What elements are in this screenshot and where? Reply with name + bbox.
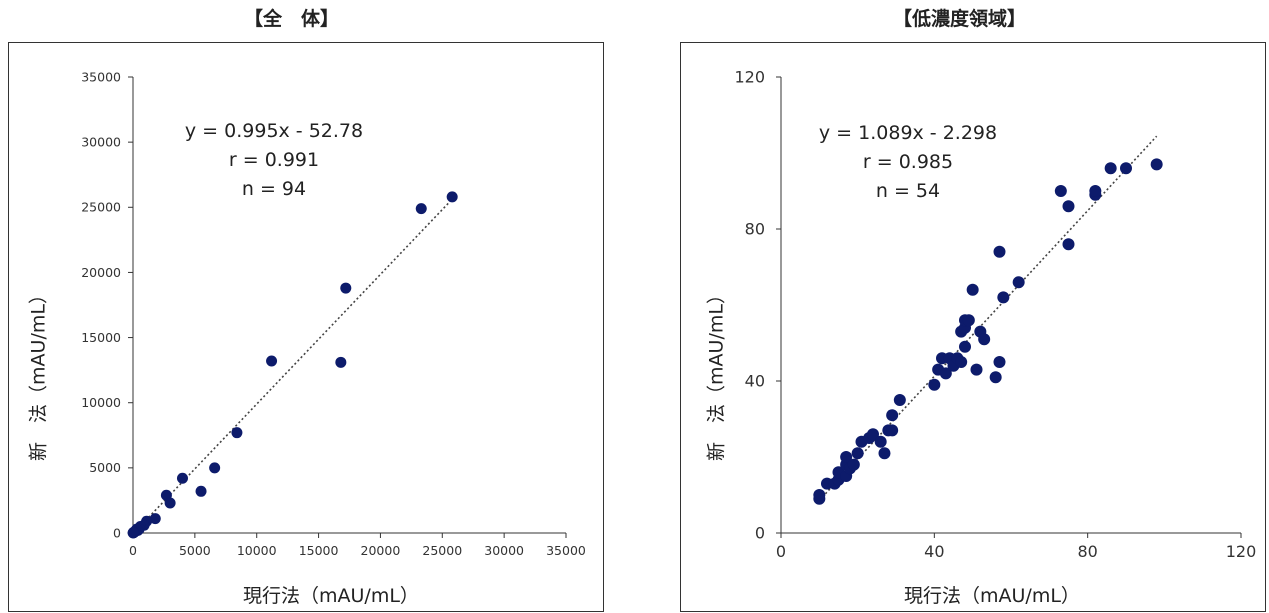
data-point [874,435,887,448]
regression-equation: y = 0.995x - 52.78 [184,120,364,142]
y-tick-label: 20000 [81,265,121,280]
data-point [928,378,941,391]
data-point [415,203,427,215]
y-tick-label: 40 [745,372,765,391]
regression-annotation-overall: y = 0.995x - 52.78 r = 0.991 n = 94 [159,117,389,204]
chart-panel-overall: 0 5000 10000 15000 20000 25000 30000 35000 0 5000… [8,42,604,612]
y-tick-label: 15000 [81,330,121,345]
x-tick-label: 120 [1226,542,1257,561]
y-tick-label: 5000 [89,460,121,475]
data-point [1054,185,1067,197]
scatter-plot-low-concentration: 0 40 80 120 0 40 80 120 [734,68,1257,561]
data-point [1062,238,1075,251]
data-point [1120,162,1132,175]
data-point [993,356,1006,368]
data-point [978,333,991,346]
x-tick-label: 0 [129,543,137,558]
y-tick-label: 80 [745,220,765,239]
data-point [970,363,983,376]
regression-annotation-low-concentration: y = 1.089x - 2.298 r = 0.985 n = 54 [793,119,1023,206]
data-point [989,371,1002,384]
data-point [164,497,176,509]
data-point [886,409,899,422]
y-tick-label: 0 [113,525,121,540]
data-point [209,462,221,474]
data-point [1104,162,1117,175]
data-point [149,513,161,525]
correlation-coefficient: r = 0.991 [228,149,320,171]
data-point [231,427,243,439]
data-point [813,489,826,501]
data-point [340,282,352,294]
data-point [886,424,899,437]
x-tick-label: 30000 [484,543,524,558]
x-tick-label: 80 [1077,542,1097,561]
regression-equation: y = 1.089x - 2.298 [818,122,998,144]
y-tick-label: 25000 [81,200,121,215]
chart-panel-low-concentration: 0 40 80 120 0 40 80 120 y = 1.089x - 2.298 r = … [680,42,1266,612]
data-point [1012,276,1025,289]
data-point [962,314,975,327]
x-tick-label: 35000 [546,543,586,558]
x-tick-label: 5000 [179,543,211,558]
data-point [851,447,864,460]
data-point [993,245,1006,258]
data-point [840,451,853,463]
data-point [1062,200,1075,213]
data-point [1089,185,1102,197]
correlation-coefficient: r = 0.985 [862,151,954,173]
data-point [335,356,347,368]
y-tick-label: 30000 [81,135,121,150]
sample-count: n = 94 [241,178,307,200]
data-point [195,485,207,497]
x-tick-label: 20000 [361,543,401,558]
data-point [127,527,139,539]
data-point [939,367,952,380]
x-tick-label: 0 [776,542,786,561]
y-axis-label-overall: 新 法（mAU/mL） [27,285,50,461]
data-point [266,355,278,367]
scatter-plot-overall: 0 5000 10000 15000 20000 25000 30000 35000 0 5000… [81,69,586,558]
data-point [878,447,891,460]
x-tick-label: 15000 [299,543,339,558]
data-point [446,191,458,203]
y-tick-label: 10000 [81,395,121,410]
data-point [1150,158,1163,171]
chart-title-overall: 【全 体】 [244,8,340,30]
x-tick-label: 40 [924,542,944,561]
data-point [847,458,860,471]
x-tick-label: 25000 [422,543,462,558]
data-point [997,291,1010,304]
y-tick-label: 120 [734,68,765,87]
y-axis-label-low-concentration: 新 法（mAU/mL） [705,285,728,461]
x-axis-label-overall: 現行法（mAU/mL） [243,585,419,607]
data-point [893,394,906,406]
data-point [176,472,188,484]
sample-count: n = 54 [875,180,941,202]
data-point [867,428,879,441]
x-tick-label: 10000 [237,543,277,558]
data-point [966,283,979,296]
chart-title-low-concentration: 【低濃度領域】 [893,8,1027,30]
y-tick-label: 0 [755,524,765,543]
data-point [955,356,968,368]
data-point [959,340,971,353]
y-tick-label: 35000 [81,69,121,84]
x-axis-label-low-concentration: 現行法（mAU/mL） [904,585,1080,607]
